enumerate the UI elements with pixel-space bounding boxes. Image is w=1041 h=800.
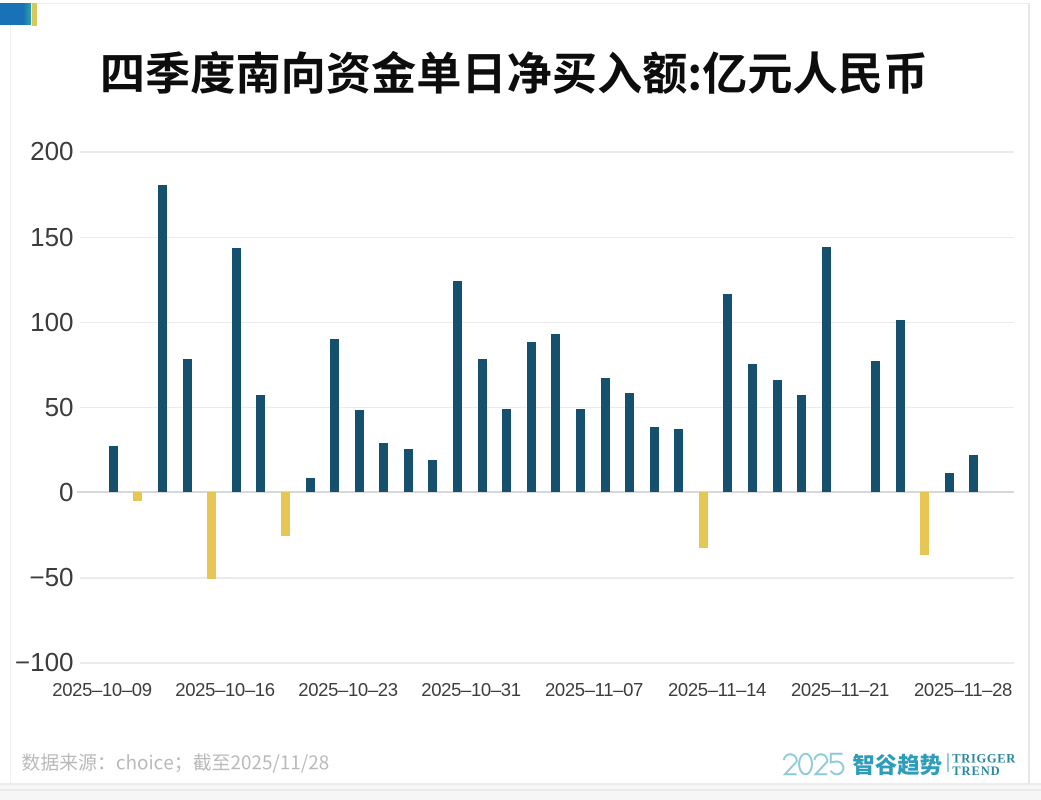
svg-text:TRIGGER: TRIGGER [952, 751, 1016, 765]
svg-text:TREND: TREND [952, 764, 1000, 778]
